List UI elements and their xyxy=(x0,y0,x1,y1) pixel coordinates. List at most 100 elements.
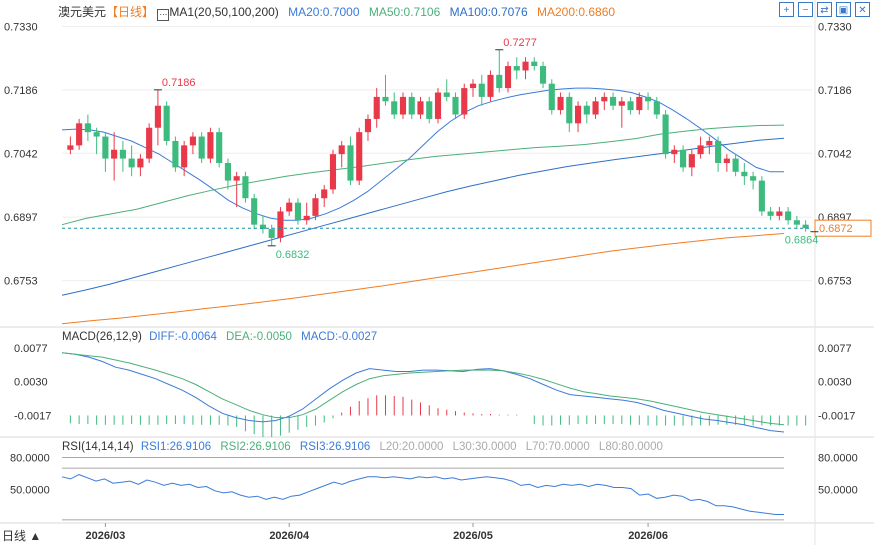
zoom-in-icon[interactable]: + xyxy=(779,2,794,17)
candle-body xyxy=(373,96,380,119)
candle-body xyxy=(592,101,599,115)
candle-body xyxy=(356,132,363,181)
chart-header: 澳元美元【日线】 ⋯ MA1(20,50,100,200) MA20:0.7000… xyxy=(58,3,615,21)
candle-body xyxy=(382,96,389,102)
candle-body xyxy=(286,202,293,212)
candle-body xyxy=(741,171,748,177)
macd-line-diff xyxy=(61,352,785,433)
rsi-l20: L20:20.0000 xyxy=(379,441,444,453)
candle-body xyxy=(224,162,231,181)
candle-body xyxy=(732,158,739,172)
window-icon[interactable]: ▣ xyxy=(836,2,851,17)
current-price-label: 0.6872 xyxy=(819,223,853,235)
candle-body xyxy=(268,229,275,238)
candle-body xyxy=(496,74,503,89)
ma20-value: MA20:0.7000 xyxy=(288,5,360,19)
swap-icon[interactable]: ⇄ xyxy=(817,2,832,17)
price-tick-right: 0.6753 xyxy=(818,276,852,288)
macd-tick-left: 0.0077 xyxy=(14,343,48,355)
candle-body xyxy=(513,66,520,71)
candle-body xyxy=(680,149,687,168)
rsi-tick-left: 50.0000 xyxy=(10,485,50,497)
candle-body xyxy=(76,123,83,146)
price-tick-left: 0.6897 xyxy=(4,212,38,224)
macd-tick-right: 0.0077 xyxy=(818,343,852,355)
candle-body xyxy=(233,176,240,181)
period-tag[interactable]: 【日线】 xyxy=(106,5,155,19)
date-label: 2026/06 xyxy=(628,530,668,542)
rsi-line-rsi1 xyxy=(61,474,784,515)
candle-body xyxy=(478,83,485,97)
candle-body xyxy=(399,96,407,115)
rsi2-value: RSI2:26.9106 xyxy=(220,441,291,453)
period-tab[interactable]: 日线 ▲ xyxy=(2,529,42,543)
macd-tick-right: 0.0030 xyxy=(818,377,852,389)
rsi-label: RSI(14,14,14) xyxy=(62,441,134,453)
candle-body xyxy=(172,140,179,168)
rsi-tick-right: 80.0000 xyxy=(818,452,858,464)
candle-body xyxy=(574,105,582,124)
candle-body xyxy=(566,96,573,124)
rsi-l80: L80:80.0000 xyxy=(598,441,663,453)
candle-body xyxy=(557,96,564,111)
candle-body xyxy=(251,198,258,225)
candle-body xyxy=(706,140,713,146)
candle-body xyxy=(408,96,415,115)
candle-body xyxy=(294,202,302,221)
rsi-tick-left: 80.0000 xyxy=(10,452,50,464)
candle-body xyxy=(758,180,765,212)
candle-body xyxy=(93,132,100,137)
current-price-tag xyxy=(814,219,872,237)
ma-line-ma50 xyxy=(61,124,785,226)
candle-body xyxy=(146,127,153,159)
price-tick-left: 0.7042 xyxy=(4,148,38,160)
candle-body xyxy=(750,176,757,181)
close-icon[interactable]: ✕ xyxy=(855,2,870,17)
candle-body xyxy=(653,101,660,115)
price-tick-left: 0.7330 xyxy=(4,21,38,33)
ma-line-ma200 xyxy=(61,233,785,325)
date-label: 2026/04 xyxy=(269,530,310,542)
candle-body xyxy=(426,101,433,119)
price-tick-left: 0.6753 xyxy=(4,276,38,288)
candle-body xyxy=(277,211,284,238)
zoom-out-icon[interactable]: − xyxy=(798,2,813,17)
candle-body xyxy=(128,158,135,168)
rsi-tick-right: 50.0000 xyxy=(818,485,858,497)
candle-body xyxy=(469,83,477,89)
ma-indicator-icon[interactable]: ⋯ xyxy=(157,9,170,21)
extreme-label-high: 0.7277 xyxy=(503,37,537,49)
candle-body xyxy=(522,61,529,71)
candle-body xyxy=(312,198,319,216)
candle-body xyxy=(119,149,126,159)
macd-dea-value: DEA:-0.0050 xyxy=(226,331,292,343)
price-tick-right: 0.7330 xyxy=(818,21,852,33)
candle-body xyxy=(785,211,792,221)
ma100-value: MA100:0.7076 xyxy=(449,5,528,19)
candle-body xyxy=(443,92,450,97)
candle-body xyxy=(417,101,424,115)
macd-tick-right: -0.0017 xyxy=(818,410,855,422)
candle-body xyxy=(452,96,459,115)
candle-body xyxy=(434,92,442,119)
candle-body xyxy=(364,118,372,133)
rsi-l70: L70:70.0000 xyxy=(525,441,590,453)
rsi3-value: RSI3:26.9106 xyxy=(299,441,371,453)
candle-body xyxy=(697,145,704,155)
candle-body xyxy=(102,136,109,159)
candle-body xyxy=(111,149,118,159)
candle-body xyxy=(715,140,722,163)
candle-body xyxy=(583,105,590,115)
candle-body xyxy=(627,101,634,111)
macd-tick-left: 0.0030 xyxy=(14,377,48,389)
ma-label: MA1(20,50,100,200) xyxy=(169,5,279,19)
candle-body xyxy=(548,83,555,111)
extreme-label-high: 0.7186 xyxy=(162,77,196,89)
candle-body xyxy=(723,158,730,163)
candle-body xyxy=(461,88,468,115)
candle-body xyxy=(391,101,398,115)
candle-body xyxy=(504,66,512,89)
macd-line-dea xyxy=(61,352,785,426)
rsi-header: RSI(14,14,14) RSI1:26.9106 RSI2:26.9106 … xyxy=(62,441,663,453)
